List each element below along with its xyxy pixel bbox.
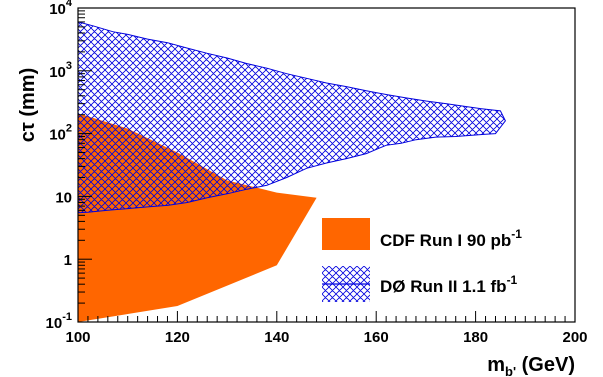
y-axis-title-main: cτ [17, 122, 39, 142]
y-tick-label-exponent: 3 [66, 60, 72, 72]
x-axis-title-subscript: b' [505, 364, 516, 377]
y-tick-label: 102 [49, 123, 72, 144]
series-area-d0 [77, 21, 506, 214]
legend-swatch-cdf [322, 218, 370, 250]
y-tick-label-base: 10 [46, 315, 63, 332]
legend-label-cdf: CDF Run I 90 pb-1 [380, 227, 522, 250]
legend-label-d0-sup: -1 [507, 273, 518, 287]
legend: CDF Run I 90 pb-1 DØ Run II 1.1 fb-1 [322, 218, 522, 302]
x-axis-title: mb' (GeV) [487, 354, 575, 377]
y-tick-label: 104 [49, 0, 73, 18]
y-tick-label-exponent: 2 [66, 123, 72, 135]
legend-label-cdf-text: CDF Run I 90 pb [380, 231, 511, 250]
x-tick-label: 100 [65, 329, 90, 346]
x-tick-label: 200 [562, 329, 587, 346]
x-tick-label: 120 [165, 329, 190, 346]
legend-label-d0: DØ Run II 1.1 fb-1 [380, 273, 518, 296]
y-tick-label-exponent: 4 [66, 0, 73, 9]
legend-label-cdf-sup: -1 [511, 227, 522, 241]
y-axis-title-unit: (mm) [17, 68, 39, 122]
y-tick-label: 1 [64, 252, 72, 269]
x-axis-title-main: m [487, 354, 505, 376]
x-tick-label: 180 [463, 329, 488, 346]
y-tick-label: 10-1 [46, 311, 72, 332]
y-tick-label: 10 [55, 189, 72, 206]
y-tick-label-base: 10 [49, 64, 66, 81]
x-tick-label: 140 [264, 329, 289, 346]
y-tick-label: 103 [49, 60, 72, 81]
y-tick-label-base: 10 [49, 1, 66, 18]
y-tick-label-base: 10 [55, 189, 72, 206]
y-tick-label-exponent: -1 [62, 311, 72, 323]
x-axis-title-unit: (GeV) [516, 354, 575, 376]
legend-label-d0-text: DØ Run II 1.1 fb [380, 277, 507, 296]
y-tick-label-base: 1 [64, 252, 72, 269]
x-tick-label: 160 [364, 329, 389, 346]
y-tick-label-base: 10 [49, 127, 66, 144]
y-axis-title: cτ (mm) [17, 68, 39, 143]
